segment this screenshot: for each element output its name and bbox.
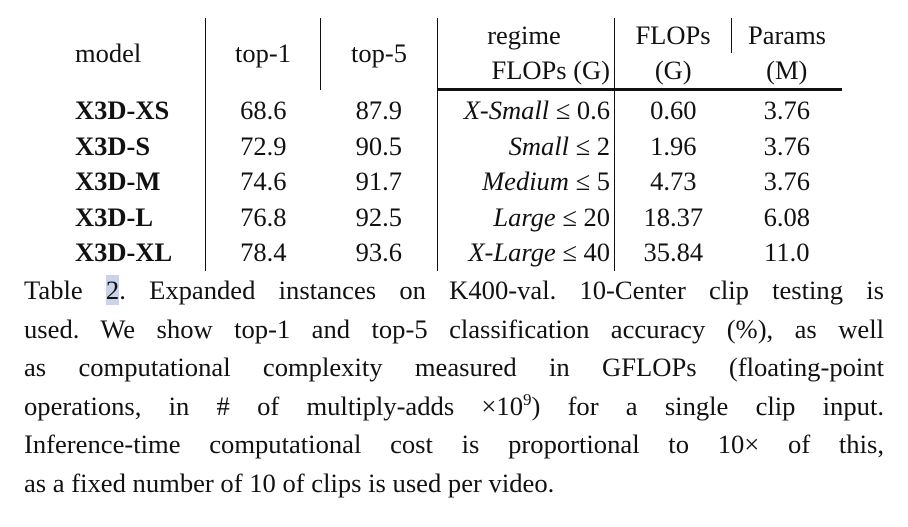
regime-name: Small <box>508 130 569 161</box>
cell-params: 3.76 <box>763 130 810 161</box>
caption-line-2: used. We show top-1 and top-5 classifica… <box>24 313 884 344</box>
cell-top5: 91.7 <box>355 166 402 197</box>
cell-top1: 78.4 <box>205 235 321 271</box>
header-top5: top-5 <box>320 18 438 90</box>
caption-line-1-text: . Expanded instances on K400-val. 10-Cen… <box>119 275 884 305</box>
table-row: X3D-XL 78.4 93.6 X-Large ≤ 40 35.84 11.0 <box>63 235 842 271</box>
caption-prefix: Table <box>24 275 106 305</box>
cell-model: X3D-L <box>75 201 154 232</box>
table-caption: Table 2. Expanded instances on K400-val.… <box>24 271 884 503</box>
cell-regime: X-Small ≤ 0.6 <box>437 89 615 129</box>
regime-value: 20 <box>583 201 611 232</box>
cell-regime: Large ≤ 20 <box>437 199 615 235</box>
caption-line-6: as a fixed number of 10 of clips is used… <box>24 467 555 498</box>
caption-line-5: Inference-time computational cost is pro… <box>24 429 884 460</box>
regime-value: 40 <box>583 237 611 268</box>
cell-top1: 74.6 <box>205 164 321 200</box>
header-params-line1: Params <box>731 18 842 53</box>
regime-value: 5 <box>596 166 610 197</box>
cell-flops: 4.73 <box>614 164 732 200</box>
cell-top5: 92.5 <box>355 201 402 232</box>
caption-line-1: Table 2. Expanded instances on K400-val.… <box>24 271 884 310</box>
regime-name: X-Large <box>468 237 556 268</box>
cell-params: 3.76 <box>763 166 810 197</box>
regime-value: 2 <box>596 130 610 161</box>
cell-top1: 72.9 <box>205 128 321 164</box>
cell-flops: 35.84 <box>614 235 732 271</box>
regime-name: Medium <box>482 166 569 197</box>
header-regime-line1: regime <box>437 18 615 53</box>
regime-operator: ≤ <box>562 237 577 268</box>
results-table-container: model top-1 top-5 regime FLOPs Params FL… <box>63 18 842 271</box>
cell-top1: 76.8 <box>205 199 321 235</box>
caption-line-4-b: ) for a single clip input. <box>531 390 885 421</box>
cell-regime: X-Large ≤ 40 <box>437 235 615 271</box>
cell-params: 11.0 <box>764 237 810 268</box>
cell-model: X3D-M <box>75 166 161 197</box>
cell-top5: 90.5 <box>355 130 402 161</box>
caption-line-4-a: operations, in # of multiply-adds ×10 <box>24 390 523 421</box>
cell-params: 3.76 <box>763 95 810 126</box>
table-header: model top-1 top-5 regime FLOPs Params FL… <box>63 18 842 91</box>
table-row: X3D-M 74.6 91.7 Medium ≤ 5 4.73 3.76 <box>63 164 842 200</box>
regime-operator: ≤ <box>555 95 571 126</box>
cell-top5: 87.9 <box>355 94 402 125</box>
cell-model: X3D-XS <box>75 94 170 125</box>
regime-name: X-Small <box>463 95 550 126</box>
cell-flops: 1.96 <box>614 128 732 164</box>
caption-line-3: as computational complexity measured in … <box>24 352 884 383</box>
table-body: X3D-XS 68.6 87.9 X-Small ≤ 0.6 0.60 3.76… <box>63 89 842 271</box>
table-row: X3D-S 72.9 90.5 Small ≤ 2 1.96 3.76 <box>63 128 842 164</box>
caption-exponent: 9 <box>523 389 532 409</box>
cell-model: X3D-XL <box>75 237 173 268</box>
table-row: X3D-L 76.8 92.5 Large ≤ 20 18.37 6.08 <box>63 199 842 235</box>
results-table: model top-1 top-5 regime FLOPs Params FL… <box>63 18 842 271</box>
header-flops-line2: (G) <box>614 53 732 91</box>
regime-operator: ≤ <box>575 166 591 197</box>
cell-top1: 68.6 <box>205 89 321 129</box>
cell-regime: Small ≤ 2 <box>437 128 615 164</box>
cell-params: 6.08 <box>763 201 810 232</box>
caption-line-4: operations, in # of multiply-adds ×109) … <box>24 387 884 426</box>
table-row: X3D-XS 68.6 87.9 X-Small ≤ 0.6 0.60 3.76 <box>63 89 842 129</box>
header-params-line2: (M) <box>731 53 842 91</box>
regime-value: 0.6 <box>576 95 610 126</box>
cell-top5: 93.6 <box>355 237 402 268</box>
regime-operator: ≤ <box>575 130 591 161</box>
caption-table-number-link[interactable]: 2 <box>105 275 120 305</box>
cell-flops: 0.60 <box>614 89 732 129</box>
regime-name: Large <box>493 201 556 232</box>
cell-model: X3D-S <box>75 130 151 161</box>
header-top1: top-1 <box>205 18 321 90</box>
header-model: model <box>75 38 142 69</box>
header-regime-line2: FLOPs (G) <box>437 53 615 91</box>
header-flops-line1: FLOPs <box>614 18 732 53</box>
regime-operator: ≤ <box>562 201 577 232</box>
cell-regime: Medium ≤ 5 <box>437 164 615 200</box>
cell-flops: 18.37 <box>614 199 732 235</box>
